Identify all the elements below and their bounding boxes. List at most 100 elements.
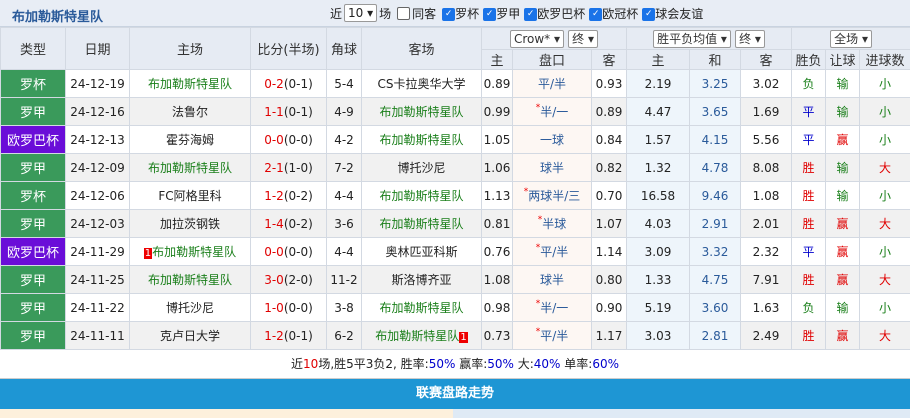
home-team[interactable]: 布加勒斯特星队 [130,266,251,294]
col-type: 类型 [1,28,66,70]
col-date: 日期 [66,28,130,70]
table-row[interactable]: 罗杯 24-12-06 FC阿格里科 1-2(0-2) 4-4 布加勒斯特星队 … [1,182,910,210]
same-venue-checkbox[interactable] [397,7,410,20]
red-card-badge: 1 [144,248,152,259]
home-team[interactable]: 博托沙尼 [130,294,251,322]
score[interactable]: 1-2(0-1) [251,322,327,350]
col-score: 比分(半场) [251,28,327,70]
filter-checkbox[interactable]: ✓ [442,8,455,21]
away-team[interactable]: 布加勒斯特星队 [362,126,482,154]
away-team[interactable]: 斯洛博齐亚 [362,266,482,294]
col-goals: 进球数 [860,50,910,70]
league-type[interactable]: 欧罗巴杯 [1,126,66,154]
ah-line: *半/一 [513,98,592,126]
home-team[interactable]: FC阿格里科 [130,182,251,210]
ah-home-odds: 1.05 [482,126,513,154]
match-date: 24-12-03 [66,210,130,238]
league-type[interactable]: 罗杯 [1,70,66,98]
league-type[interactable]: 罗杯 [1,182,66,210]
odds-type-select[interactable]: 胜平负均值 ▾ [653,30,731,48]
handicap-result: 输 [826,182,860,210]
eu-home-odds: 3.09 [627,238,690,266]
home-team[interactable]: 霍芬海姆 [130,126,251,154]
eu-draw-odds: 4.75 [690,266,741,294]
table-row[interactable]: 罗甲 24-11-11 克卢日大学 1-2(0-1) 6-2 布加勒斯特星队1 … [1,322,910,350]
filter-checkbox[interactable]: ✓ [642,8,655,21]
match-date: 24-11-25 [66,266,130,294]
league-type[interactable]: 罗甲 [1,266,66,294]
score[interactable]: 0-0(0-0) [251,238,327,266]
filter-label: 欧罗巴杯 [537,7,585,21]
home-team[interactable]: 1布加勒斯特星队 [130,238,251,266]
goals-result: 小 [860,294,910,322]
ah-header: Crow* ▾ 终 ▾ [482,28,627,50]
away-team[interactable]: 布加勒斯特星队 [362,182,482,210]
corner: 6-2 [327,322,362,350]
ah-home-odds: 1.06 [482,154,513,182]
ah-away-odds: 0.82 [592,154,627,182]
col-result: 胜负 [792,50,826,70]
away-team[interactable]: 布加勒斯特星队 [362,294,482,322]
table-row[interactable]: 罗甲 24-11-25 布加勒斯特星队 3-0(2-0) 11-2 斯洛博齐亚 … [1,266,910,294]
eu-draw-odds: 4.15 [690,126,741,154]
corner: 3-8 [327,294,362,322]
ah-home-odds: 0.73 [482,322,513,350]
match-date: 24-12-19 [66,70,130,98]
league-type[interactable]: 罗甲 [1,98,66,126]
league-type[interactable]: 罗甲 [1,322,66,350]
ah-line: 球半 [513,266,592,294]
filter-checkbox[interactable]: ✓ [589,8,602,21]
away-team[interactable]: 布加勒斯特星队 [362,210,482,238]
ah-home-odds: 0.89 [482,70,513,98]
score[interactable]: 1-2(0-2) [251,182,327,210]
filter-checkbox[interactable]: ✓ [483,8,496,21]
home-team[interactable]: 克卢日大学 [130,322,251,350]
home-team[interactable]: 加拉茨钢铁 [130,210,251,238]
match-count-select[interactable]: 10 ▾ [344,4,377,22]
table-row[interactable]: 欧罗巴杯 24-11-29 1布加勒斯特星队 0-0(0-0) 4-4 奥林匹亚… [1,238,910,266]
score[interactable]: 3-0(2-0) [251,266,327,294]
league-type[interactable]: 罗甲 [1,154,66,182]
match-date: 24-12-09 [66,154,130,182]
eu-home-odds: 16.58 [627,182,690,210]
eu-home-odds: 4.47 [627,98,690,126]
league-type[interactable]: 罗甲 [1,210,66,238]
eu-home-odds: 1.32 [627,154,690,182]
away-team[interactable]: 布加勒斯特星队 [362,98,482,126]
scope-select[interactable]: 全场 ▾ [830,30,872,48]
score[interactable]: 1-1(0-1) [251,98,327,126]
score[interactable]: 1-4(0-2) [251,210,327,238]
score[interactable]: 0-2(0-1) [251,70,327,98]
score[interactable]: 1-0(0-0) [251,294,327,322]
table-row[interactable]: 罗杯 24-12-19 布加勒斯特星队 0-2(0-1) 5-4 CS卡拉奥华大… [1,70,910,98]
section-title-bar[interactable]: 联赛盘路走势 [0,379,910,409]
league-type[interactable]: 欧罗巴杯 [1,238,66,266]
table-row[interactable]: 罗甲 24-12-16 法鲁尔 1-1(0-1) 4-9 布加勒斯特星队 0.9… [1,98,910,126]
away-team[interactable]: CS卡拉奥华大学 [362,70,482,98]
final-select-2[interactable]: 终 ▾ [735,30,765,48]
home-team[interactable]: 布加勒斯特星队 [130,70,251,98]
league-type[interactable]: 罗甲 [1,294,66,322]
filter-checkbox[interactable]: ✓ [524,8,537,21]
final-select-1[interactable]: 终 ▾ [568,30,598,48]
company-select[interactable]: Crow* ▾ [510,30,564,48]
table-row[interactable]: 罗甲 24-12-09 布加勒斯特星队 2-1(1-0) 7-2 博托沙尼 1.… [1,154,910,182]
summary: 近10场,胜5平3负2, 胜率:50% 赢率:50% 大:40% 单率:60% [0,350,910,379]
home-team[interactable]: 布加勒斯特星队 [130,154,251,182]
away-team[interactable]: 布加勒斯特星队1 [362,322,482,350]
score[interactable]: 0-0(0-0) [251,126,327,154]
table-row[interactable]: 欧罗巴杯 24-12-13 霍芬海姆 0-0(0-0) 4-2 布加勒斯特星队 … [1,126,910,154]
ah-line: *半/一 [513,294,592,322]
table-row[interactable]: 罗甲 24-11-22 博托沙尼 1-0(0-0) 3-8 布加勒斯特星队 0.… [1,294,910,322]
away-team[interactable]: 奥林匹亚科斯 [362,238,482,266]
score[interactable]: 2-1(1-0) [251,154,327,182]
table-row[interactable]: 罗甲 24-12-03 加拉茨钢铁 1-4(0-2) 3-6 布加勒斯特星队 0… [1,210,910,238]
ah-away-odds: 0.93 [592,70,627,98]
eu-home-odds: 3.03 [627,322,690,350]
ah-line: 一球 [513,126,592,154]
result: 胜 [792,182,826,210]
red-card-badge: 1 [459,332,467,343]
match-date: 24-12-13 [66,126,130,154]
home-team[interactable]: 法鲁尔 [130,98,251,126]
away-team[interactable]: 博托沙尼 [362,154,482,182]
